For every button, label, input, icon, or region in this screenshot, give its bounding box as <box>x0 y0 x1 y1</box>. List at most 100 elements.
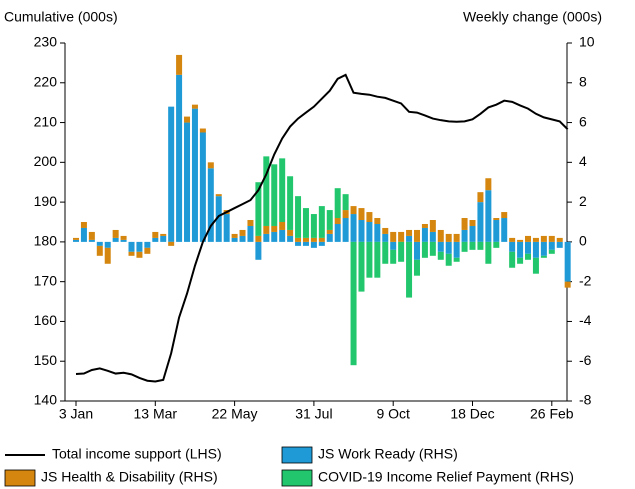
bar <box>437 229 444 242</box>
bar <box>255 235 262 242</box>
bar <box>469 241 476 250</box>
bar <box>247 220 254 226</box>
y2-tick-label: -6 <box>579 352 592 368</box>
bar <box>231 233 238 238</box>
legend-key <box>281 446 313 464</box>
bar <box>318 241 325 246</box>
bar <box>176 54 183 75</box>
bar <box>437 241 444 252</box>
bar <box>160 233 167 236</box>
bar <box>326 233 333 242</box>
bar <box>429 220 436 232</box>
bar <box>445 253 452 266</box>
y2-tick-label: 2 <box>579 193 587 209</box>
bar <box>239 235 246 242</box>
bar <box>318 237 325 242</box>
bar <box>120 235 127 240</box>
bar <box>342 194 349 211</box>
bar <box>73 239 79 242</box>
bar <box>136 251 143 258</box>
bar <box>390 249 397 264</box>
bar <box>191 108 198 242</box>
bar <box>231 237 238 242</box>
bar <box>128 251 135 256</box>
bar <box>461 229 468 242</box>
bar <box>525 241 532 254</box>
bar <box>421 227 428 242</box>
bar <box>374 223 381 242</box>
bar <box>295 237 302 242</box>
bar <box>501 218 508 242</box>
bar <box>350 214 357 242</box>
bar <box>144 241 151 248</box>
bar <box>445 233 452 242</box>
bar <box>96 241 103 246</box>
bar <box>517 239 524 242</box>
bar <box>279 229 286 242</box>
bar <box>382 227 389 234</box>
x-tick-label: 3 Jan <box>59 406 93 422</box>
bar <box>564 281 571 288</box>
bar <box>310 241 317 248</box>
x-tick-label: 31 Jul <box>295 406 332 422</box>
bar <box>564 241 571 282</box>
bar <box>239 229 246 236</box>
bar <box>413 229 420 242</box>
bar <box>493 241 500 248</box>
legend-label: COVID-19 Income Relief Payment (RHS) <box>318 469 574 485</box>
legend-label: JS Work Ready (RHS) <box>318 446 458 462</box>
y2-tick-label: 4 <box>579 153 587 169</box>
bar <box>509 251 516 268</box>
bar <box>168 241 175 246</box>
bar <box>429 231 436 242</box>
bar <box>342 218 349 242</box>
bar <box>461 241 468 252</box>
x-tick-label: 26 Feb <box>530 406 574 422</box>
bar <box>532 237 539 242</box>
bar <box>295 241 302 246</box>
bar <box>144 247 151 254</box>
bar <box>366 241 373 278</box>
bar <box>199 132 206 242</box>
bar <box>445 241 452 254</box>
bar <box>382 241 389 264</box>
bar <box>509 237 516 242</box>
bar <box>263 225 270 234</box>
bar <box>406 229 413 236</box>
bar <box>302 241 309 246</box>
bar <box>310 237 317 242</box>
bar <box>334 223 341 242</box>
bar <box>152 237 159 242</box>
bar <box>525 253 532 260</box>
bar <box>128 241 135 252</box>
bar <box>374 218 381 224</box>
bar <box>191 104 198 109</box>
bar <box>287 176 294 230</box>
bar <box>279 222 286 230</box>
legend-label: JS Health & Disability (RHS) <box>41 469 218 485</box>
bar <box>104 247 111 264</box>
bar <box>390 241 397 250</box>
x-tick-label: 22 May <box>212 406 258 422</box>
bar <box>382 233 389 242</box>
y-tick-label: 170 <box>34 272 58 288</box>
bar <box>556 241 563 248</box>
bar <box>255 241 262 260</box>
y-tick-label: 180 <box>34 233 58 249</box>
bar <box>540 255 547 258</box>
bar <box>366 212 373 222</box>
bar <box>453 241 460 258</box>
bar <box>302 237 309 242</box>
bar <box>501 212 508 219</box>
bar <box>96 245 103 256</box>
bar <box>366 222 373 242</box>
bar <box>350 241 357 366</box>
bar <box>548 241 555 250</box>
bar <box>88 239 95 242</box>
bar <box>104 241 111 248</box>
bar <box>287 229 294 236</box>
bar <box>318 206 325 238</box>
y-tick-label: 140 <box>34 392 58 408</box>
bar <box>453 257 460 262</box>
y2-axis-label: Weekly change (000s) <box>463 9 602 25</box>
